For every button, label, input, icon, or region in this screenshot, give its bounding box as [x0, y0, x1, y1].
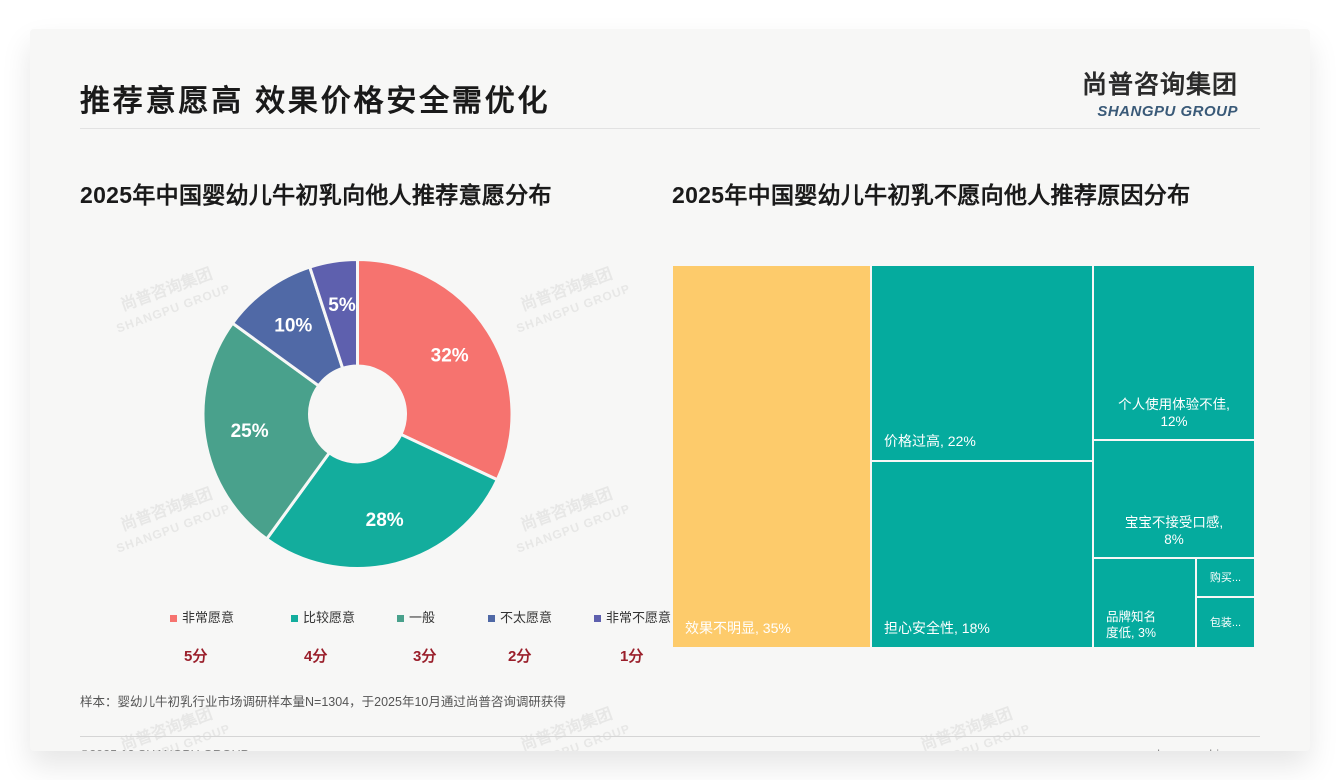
- svg-text:28%: 28%: [366, 510, 404, 531]
- svg-text:10%: 10%: [274, 316, 312, 337]
- svg-text:25%: 25%: [231, 421, 269, 442]
- svg-text:32%: 32%: [431, 346, 469, 367]
- svg-text:5%: 5%: [328, 295, 356, 316]
